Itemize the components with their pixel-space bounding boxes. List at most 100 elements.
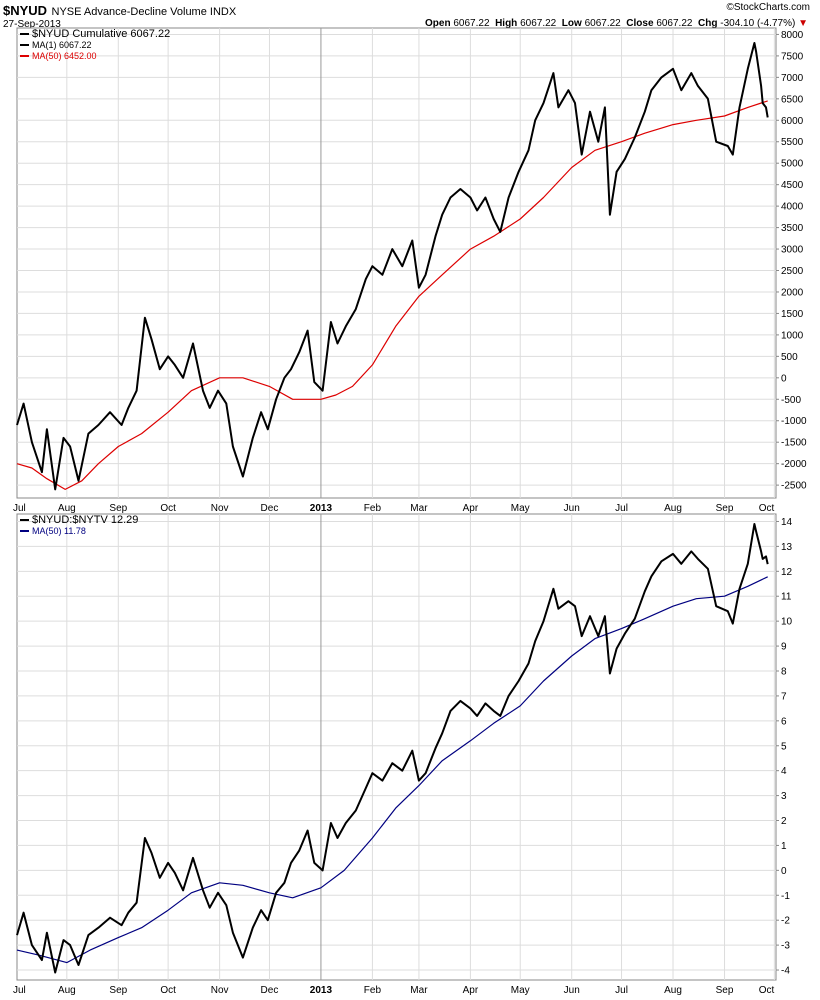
y-tick-label: 1500: [781, 309, 804, 320]
x-tick-label: Jul: [13, 503, 26, 514]
y-tick-label: -1: [781, 891, 790, 902]
x-tick-label: Jun: [564, 985, 580, 996]
x-tick-label: Oct: [759, 503, 775, 514]
y-tick-label: -4: [781, 966, 790, 977]
close-label: Close: [626, 18, 654, 29]
x-tick-label: Aug: [58, 503, 76, 514]
x-tick-label: Oct: [160, 985, 176, 996]
x-tick-label: Apr: [463, 985, 479, 996]
low-value: 6067.22: [584, 18, 621, 29]
x-tick-label: Mar: [410, 503, 428, 514]
x-tick-label: Sep: [109, 503, 127, 514]
x-tick-label: Nov: [211, 985, 229, 996]
chart-date: 27-Sep-2013: [3, 19, 61, 30]
down-arrow-icon: ▼: [798, 18, 808, 29]
watermark: ©StockCharts.com: [726, 2, 810, 13]
y-tick-label: 2000: [781, 287, 804, 298]
open-value: 6067.22: [453, 18, 490, 29]
y-tick-label: 7000: [781, 73, 804, 84]
y-tick-label: 1000: [781, 330, 804, 341]
y-tick-label: -500: [781, 395, 801, 406]
high-label: High: [495, 18, 518, 29]
x-tick-label: Aug: [664, 503, 682, 514]
y-tick-label: 3000: [781, 245, 804, 256]
x-tick-label: May: [511, 503, 530, 514]
x-tick-label: May: [511, 985, 530, 996]
legend-entry: $NYUD:$NYTV 12.29: [32, 514, 138, 526]
y-tick-label: -2500: [781, 481, 807, 492]
y-tick-label: 2500: [781, 266, 804, 277]
y-tick-label: 12: [781, 567, 793, 578]
legend-entry: $NYUD Cumulative 6067.22: [32, 28, 170, 40]
price-series-line: [16, 42, 769, 491]
y-tick-label: 5: [781, 741, 787, 752]
y-tick-label: -2000: [781, 459, 807, 470]
y-tick-label: -3: [781, 941, 790, 952]
y-tick-label: -1000: [781, 416, 807, 427]
y-tick-label: 9: [781, 642, 787, 653]
legend-entry: MA(1) 6067.22: [32, 40, 92, 50]
x-tick-label: Sep: [716, 503, 734, 514]
x-tick-label: Mar: [410, 985, 428, 996]
ticker-description: NYSE Advance-Decline Volume INDX: [51, 6, 237, 18]
y-tick-label: 2: [781, 816, 787, 827]
x-tick-label: Feb: [364, 503, 382, 514]
plot-frame: [16, 513, 777, 981]
y-tick-label: 6000: [781, 116, 804, 127]
y-tick-label: 4: [781, 766, 787, 777]
x-tick-label: Oct: [160, 503, 176, 514]
x-tick-label: Dec: [261, 985, 279, 996]
y-tick-label: 8000: [781, 30, 804, 41]
x-tick-label: Oct: [759, 985, 775, 996]
change-value: -304.10 (-4.77%): [720, 18, 796, 29]
y-tick-label: 5000: [781, 159, 804, 170]
x-tick-label: Sep: [716, 985, 734, 996]
x-tick-label: Jul: [615, 985, 628, 996]
close-value: 6067.22: [656, 18, 693, 29]
ticker-symbol: $NYUD: [3, 3, 48, 18]
y-tick-label: 8: [781, 666, 787, 677]
y-tick-label: 3500: [781, 223, 804, 234]
y-tick-label: 0: [781, 373, 787, 384]
moving-average-line: [16, 100, 768, 490]
x-tick-label: Apr: [463, 503, 479, 514]
y-tick-label: 5500: [781, 137, 804, 148]
y-tick-label: 7500: [781, 51, 804, 62]
legend-entry: MA(50) 6452.00: [32, 51, 97, 61]
y-tick-label: 11: [781, 592, 792, 603]
y-tick-label: 4000: [781, 202, 804, 213]
x-tick-label: Aug: [664, 985, 682, 996]
y-tick-label: -1500: [781, 438, 807, 449]
y-tick-label: 10: [781, 617, 793, 628]
x-tick-label: Sep: [109, 985, 127, 996]
x-tick-label: Nov: [211, 503, 229, 514]
x-tick-label: Aug: [58, 985, 76, 996]
low-label: Low: [561, 18, 582, 29]
x-tick-label: 2013: [310, 985, 333, 996]
y-tick-label: 14: [781, 517, 793, 528]
moving-average-line: [16, 576, 768, 964]
chart-header: $NYUD NYSE Advance-Decline Volume INDX: [3, 2, 236, 20]
y-tick-label: -2: [781, 916, 790, 927]
y-tick-label: 13: [781, 542, 793, 553]
high-value: 6067.22: [520, 18, 557, 29]
plot-frame: [16, 27, 777, 499]
x-tick-label: Jun: [564, 503, 580, 514]
x-tick-label: Jul: [13, 985, 26, 996]
y-tick-label: 3: [781, 791, 787, 802]
x-tick-label: Feb: [364, 985, 382, 996]
open-label: Open: [425, 18, 451, 29]
price-series-line: [16, 523, 769, 974]
x-tick-label: Jul: [615, 503, 628, 514]
y-tick-label: 6: [781, 716, 787, 727]
y-tick-label: 4500: [781, 180, 804, 191]
change-label: Chg: [698, 18, 718, 29]
y-tick-label: 0: [781, 866, 787, 877]
y-tick-label: 6500: [781, 94, 804, 105]
x-tick-label: 2013: [310, 503, 333, 514]
legend-entry: MA(50) 11.78: [32, 526, 86, 536]
x-tick-label: Dec: [261, 503, 279, 514]
